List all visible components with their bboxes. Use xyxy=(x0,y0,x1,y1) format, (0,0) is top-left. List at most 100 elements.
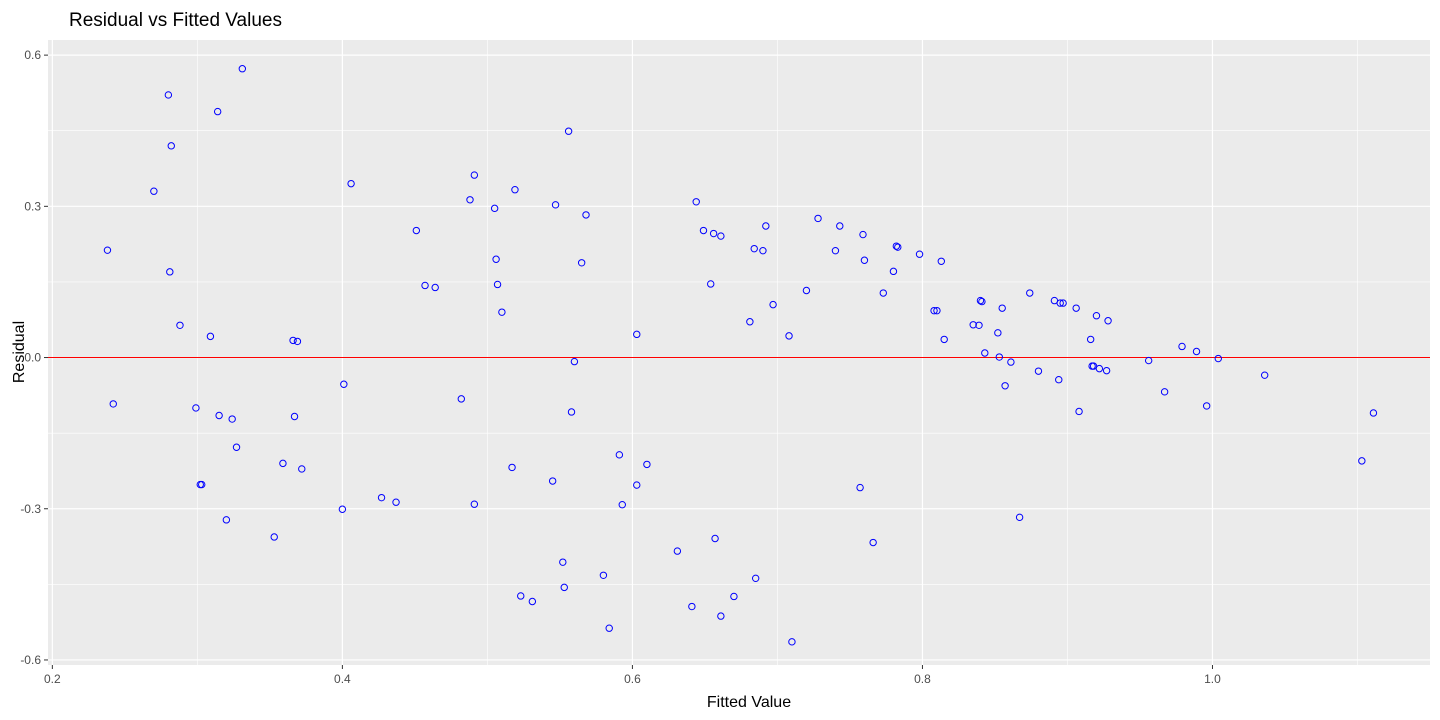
data-point xyxy=(869,538,877,547)
x-tick-label: 0.2 xyxy=(44,672,61,686)
data-point xyxy=(1102,366,1111,375)
y-tick-label: -0.3 xyxy=(20,502,41,516)
data-point xyxy=(167,142,175,150)
data-point xyxy=(421,281,429,290)
data-points xyxy=(103,65,1378,646)
data-point xyxy=(618,501,626,509)
data-point xyxy=(859,230,867,239)
data-point xyxy=(707,280,715,288)
data-point xyxy=(981,349,989,357)
data-point xyxy=(605,624,613,632)
data-point xyxy=(836,222,844,230)
data-point xyxy=(759,246,767,255)
data-point xyxy=(176,321,184,329)
chart-title: Residual vs Fitted Values xyxy=(69,10,282,31)
data-point xyxy=(998,304,1006,312)
y-axis-ticks: -0.6 -0.3 0.0 0.3 0.6 xyxy=(20,48,48,667)
x-tick-label: 0.8 xyxy=(914,672,931,686)
data-point xyxy=(293,337,302,346)
data-point xyxy=(340,380,348,388)
data-point xyxy=(615,451,624,459)
data-point xyxy=(976,296,985,305)
data-point xyxy=(228,415,236,423)
data-point xyxy=(802,286,811,295)
data-point xyxy=(1059,299,1067,307)
data-point xyxy=(1202,402,1211,410)
data-point xyxy=(570,357,579,366)
data-point xyxy=(564,127,573,135)
data-point xyxy=(222,516,231,524)
data-point xyxy=(560,583,568,592)
x-axis-ticks: 0.2 0.4 0.6 0.8 1.0 xyxy=(44,665,1221,686)
data-point xyxy=(1015,513,1024,522)
data-point xyxy=(270,533,278,541)
data-point xyxy=(498,308,506,316)
data-point xyxy=(1075,407,1083,416)
data-point xyxy=(1034,367,1043,375)
data-point xyxy=(490,204,499,213)
data-point xyxy=(785,332,793,340)
data-point xyxy=(551,201,560,209)
data-point xyxy=(969,321,977,329)
data-point xyxy=(1055,376,1063,384)
data-point xyxy=(290,412,299,421)
data-point xyxy=(206,332,215,341)
data-point xyxy=(933,306,941,315)
data-point xyxy=(1056,299,1064,307)
data-point xyxy=(930,306,938,315)
data-point xyxy=(894,243,902,251)
data-point xyxy=(457,395,465,403)
data-point xyxy=(1095,364,1104,373)
data-point xyxy=(470,500,479,508)
data-point xyxy=(688,602,696,611)
data-point xyxy=(915,250,924,258)
data-point xyxy=(1007,358,1015,366)
data-point xyxy=(577,259,586,267)
data-point xyxy=(699,226,708,235)
data-point xyxy=(856,483,864,492)
data-point xyxy=(103,246,112,254)
data-point xyxy=(673,547,682,555)
data-point xyxy=(711,534,719,543)
data-point xyxy=(198,480,206,489)
x-axis-title: Fitted Value xyxy=(707,694,791,711)
data-point xyxy=(1178,342,1186,351)
minor-gridlines xyxy=(48,40,1430,665)
data-point xyxy=(937,257,945,265)
data-point xyxy=(1358,457,1366,465)
data-point xyxy=(892,242,901,250)
data-point xyxy=(889,267,898,276)
data-point xyxy=(814,214,822,223)
data-point xyxy=(643,460,651,469)
data-point xyxy=(466,196,474,204)
data-point xyxy=(1086,335,1095,344)
data-point xyxy=(470,171,479,179)
data-point xyxy=(238,65,247,73)
data-point xyxy=(751,574,760,583)
data-point xyxy=(633,330,641,339)
data-point xyxy=(582,211,590,219)
data-point xyxy=(289,336,297,345)
data-point xyxy=(995,353,1004,361)
data-point xyxy=(528,597,537,606)
data-point xyxy=(279,459,287,468)
data-point xyxy=(1369,409,1378,417)
plot-panel xyxy=(48,40,1430,665)
data-point xyxy=(431,283,439,292)
data-point xyxy=(215,411,223,420)
data-point xyxy=(978,297,986,306)
data-point xyxy=(150,187,158,195)
data-point xyxy=(599,571,608,579)
data-point xyxy=(559,558,567,566)
y-tick-label: 0.0 xyxy=(24,351,41,365)
data-point xyxy=(692,198,700,206)
data-point xyxy=(493,280,502,289)
data-point xyxy=(377,493,386,502)
data-point xyxy=(633,481,641,489)
data-point xyxy=(1001,382,1009,390)
data-point xyxy=(1072,304,1080,312)
data-point xyxy=(994,329,1002,337)
data-point xyxy=(508,463,516,472)
data-point xyxy=(1192,347,1201,356)
